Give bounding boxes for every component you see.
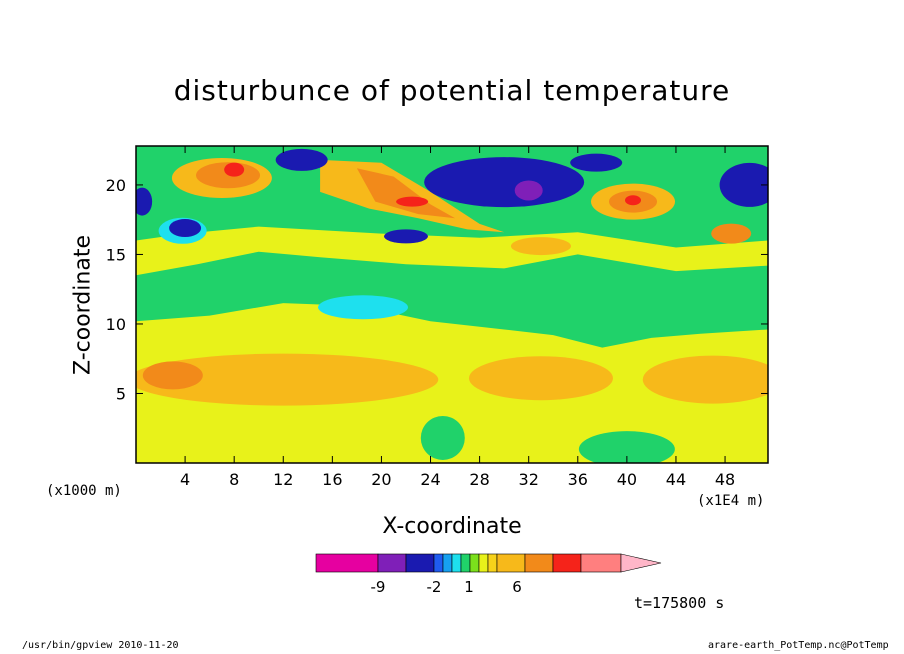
field-bottom-green-2 bbox=[578, 431, 675, 463]
x-tick-label: 24 bbox=[420, 470, 440, 489]
x-tick-label: 4 bbox=[180, 470, 190, 489]
x-tick-label: 40 bbox=[617, 470, 637, 489]
field-lower-orange-left bbox=[136, 353, 439, 406]
field-top-blue-6 bbox=[383, 229, 428, 244]
x-tick-label: 12 bbox=[273, 470, 293, 489]
colorbar-swatch bbox=[377, 553, 407, 573]
field-top-orange-4 bbox=[510, 237, 571, 256]
colorbar-tick-label: -2 bbox=[427, 578, 442, 596]
colorbar-swatch bbox=[433, 553, 444, 573]
x-scale-note: (x1E4 m) bbox=[697, 493, 765, 509]
colorbar-tick-label: -9 bbox=[371, 578, 386, 596]
footer-left: /usr/bin/gpview 2010-11-20 bbox=[22, 640, 179, 651]
field-upper-yellow bbox=[136, 226, 768, 276]
y-tick-label: 15 bbox=[106, 245, 126, 264]
chart-title: disturbunce of potential temperature bbox=[173, 74, 731, 107]
x-tick-label: 44 bbox=[666, 470, 686, 489]
x-tick-label: 48 bbox=[715, 470, 735, 489]
y-tick-label: 5 bbox=[116, 384, 126, 403]
colorbar-swatch bbox=[442, 553, 453, 573]
colorbar-swatch bbox=[552, 553, 582, 573]
field-top-red-3 bbox=[625, 195, 642, 206]
field-lower-dark-orange bbox=[142, 361, 203, 390]
field-top-blue-5 bbox=[169, 219, 202, 238]
field-bottom-green-1 bbox=[420, 415, 465, 460]
x-tick-label: 28 bbox=[469, 470, 489, 489]
field-top-blue-3 bbox=[570, 153, 623, 172]
x-tick-label: 8 bbox=[229, 470, 239, 489]
colorbar-swatch bbox=[478, 553, 489, 573]
time-label: t=175800 s bbox=[634, 594, 725, 612]
y-tick-label: 10 bbox=[106, 315, 126, 334]
x-axis: 4 8 12 16 20 24 28 32 36 40 44 48 bbox=[180, 146, 735, 489]
colorbar-swatch bbox=[315, 553, 379, 573]
colorbar: -9 -2 1 6 bbox=[315, 553, 662, 596]
plot-frame bbox=[135, 145, 769, 464]
colorbar-swatch bbox=[469, 553, 480, 573]
field-top-blue-1 bbox=[424, 157, 585, 208]
field-top-purple-1 bbox=[514, 180, 543, 201]
colorbar-tick-label: 1 bbox=[464, 578, 474, 596]
x-unit-note: (x1000 m) bbox=[46, 483, 122, 499]
y-tick-label: 20 bbox=[106, 176, 126, 195]
colorbar-swatch bbox=[524, 553, 554, 573]
colorbar-swatch bbox=[487, 553, 498, 573]
x-tick-label: 32 bbox=[519, 470, 539, 489]
field-mid-cyan bbox=[318, 295, 409, 320]
field-top-blue-2 bbox=[275, 148, 328, 171]
x-axis-label: X-coordinate bbox=[382, 514, 522, 539]
field-top-darkorange-4 bbox=[711, 223, 752, 244]
y-axis: 5 10 15 20 bbox=[106, 176, 768, 403]
colorbar-swatch bbox=[405, 553, 435, 573]
colorbar-arrow bbox=[620, 553, 662, 573]
colorbar-swatch bbox=[451, 553, 462, 573]
x-tick-label: 16 bbox=[322, 470, 342, 489]
footer-right: arare-earth_PotTemp.nc@PotTemp bbox=[708, 640, 889, 651]
colorbar-swatch bbox=[460, 553, 471, 573]
contour-field bbox=[136, 146, 768, 463]
x-tick-label: 36 bbox=[568, 470, 588, 489]
field-top-blue-7 bbox=[136, 187, 153, 216]
field-top-blue-4 bbox=[719, 162, 768, 207]
field-top-red-1 bbox=[224, 162, 245, 177]
colorbar-swatch bbox=[496, 553, 526, 573]
y-axis-label: Z-coordinate bbox=[70, 235, 96, 375]
colorbar-swatch bbox=[580, 553, 622, 573]
field-lower-orange-right bbox=[642, 355, 768, 404]
field-top-darkorange-2 bbox=[356, 168, 456, 219]
colorbar-tick-label: 6 bbox=[512, 578, 522, 596]
field-lower-orange-mid bbox=[468, 356, 613, 401]
field-top-red-2 bbox=[396, 196, 429, 207]
x-tick-label: 20 bbox=[371, 470, 391, 489]
